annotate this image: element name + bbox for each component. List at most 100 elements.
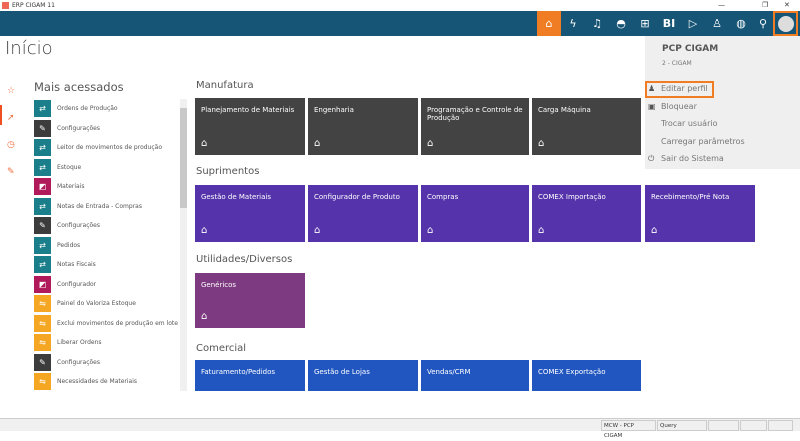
module-tile[interactable]: Compras ⌂	[421, 185, 529, 242]
module-tile[interactable]: COMEX Importação ⌂	[532, 185, 641, 242]
most-accessed-item[interactable]: ⇋ Painel do Valoriza Estoque	[34, 295, 179, 312]
edit-icon: ◩	[34, 178, 51, 195]
module-tile[interactable]: Configurador de Produto ⌂	[308, 185, 418, 242]
tile-label: COMEX Importação	[538, 193, 606, 201]
arrows-icon: ⇄	[34, 256, 51, 273]
top-bar: ⌂ ϟ ♫ ◓ ⊞ BI ▷ ♙ ◍ ⚲	[0, 11, 800, 36]
cigam-logo-icon: ⌂	[314, 225, 321, 236]
module-tile[interactable]: Recebimento/Pré Nota ⌂	[645, 185, 755, 242]
page-title: Início	[5, 38, 53, 59]
status-cell	[740, 420, 767, 431]
maximize-button[interactable]: ❐	[762, 1, 769, 9]
cigam-logo-icon: ⌂	[427, 138, 434, 149]
cigam-logo-icon: ⌂	[201, 138, 208, 149]
play-chat-icon[interactable]: ▷	[688, 17, 698, 30]
cigam-logo-icon: ⌂	[427, 225, 434, 236]
most-accessed-label: Notas Fiscais	[57, 261, 96, 268]
module-tile[interactable]: Gestão de Lojas	[308, 360, 418, 391]
most-accessed-item[interactable]: ◩ Configurador	[34, 275, 179, 293]
star-icon[interactable]: ☆	[7, 86, 16, 96]
section-title: Manufatura	[196, 80, 254, 91]
user-avatar-icon[interactable]	[773, 11, 798, 36]
cursor-icon[interactable]: ➚	[7, 113, 15, 123]
bi-icon[interactable]: BI	[662, 17, 676, 30]
most-accessed-item[interactable]: ⇄ Leitor de movimentos de produção	[34, 139, 179, 156]
rail-selection-indicator	[0, 105, 2, 125]
most-accessed-item[interactable]: ⇋ Exclui movimentos de produção em lote	[34, 314, 179, 332]
most-accessed-item[interactable]: ⇄ Ordens de Produção	[34, 100, 179, 117]
tile-label: Engenharia	[314, 106, 354, 114]
user-menu-item[interactable]: Sair do Sistema	[661, 154, 724, 163]
most-accessed-label: Estoque	[57, 163, 82, 171]
most-accessed-item[interactable]: ✎ Configurações	[34, 119, 179, 137]
status-cell: Query	[657, 420, 707, 431]
most-accessed-label: Necessidades de Materiais	[57, 378, 138, 385]
most-accessed-label: Exclui movimentos de produção em lote	[57, 319, 178, 327]
module-tile[interactable]: Programação e Controle de Produção ⌂	[421, 98, 529, 155]
most-accessed-label: Painel do Valoriza Estoque	[57, 300, 136, 307]
most-accessed-item[interactable]: ⇄ Notas Fiscais	[34, 256, 179, 273]
most-accessed-label: Configurações	[57, 222, 100, 229]
module-tile[interactable]: Engenharia ⌂	[308, 98, 418, 155]
module-tile[interactable]: Faturamento/Pedidos	[195, 360, 305, 391]
close-button[interactable]: ✕	[784, 1, 790, 9]
user-menu: PCP CIGAM 2 - CIGAM	[645, 36, 800, 169]
tile-label: Gestão de Materiais	[201, 193, 271, 201]
graduation-icon[interactable]: ◓	[616, 17, 626, 30]
tile-label: Genéricos	[201, 281, 237, 289]
most-accessed-item[interactable]: ⇋ Necessidades de Materiais	[34, 373, 179, 390]
most-accessed-label: Configurações	[57, 124, 100, 132]
cigam-logo-icon: ⌂	[314, 138, 321, 149]
most-accessed-item[interactable]: ◩ Materiais	[34, 178, 179, 195]
module-tile[interactable]: Genéricos ⌂	[195, 273, 305, 328]
most-accessed-item[interactable]: ⇄ Notas de Entrada - Compras	[34, 197, 179, 215]
most-accessed-item[interactable]: ✎ Configurações	[34, 217, 179, 234]
tile-label: Faturamento/Pedidos	[201, 368, 276, 376]
scrollbar-thumb[interactable]	[180, 108, 187, 208]
swap-icon: ⇋	[34, 373, 51, 390]
title-bar: ERP CIGAM 11 — ❐ ✕	[0, 0, 800, 11]
home-icon[interactable]: ⌂	[537, 11, 561, 36]
module-tile[interactable]: Carga Máquina ⌂	[532, 98, 641, 155]
bell-icon[interactable]: ♫	[592, 17, 602, 30]
minimize-button[interactable]: —	[718, 1, 725, 9]
most-accessed-item[interactable]: ⇄ Estoque	[34, 158, 179, 176]
tile-label: Carga Máquina	[538, 106, 591, 114]
apps-grid-icon[interactable]: ⊞	[640, 17, 650, 30]
most-accessed-label: Leitor de movimentos de produção	[57, 144, 163, 151]
most-accessed-title: Mais acessados	[34, 80, 124, 94]
user-menu-item[interactable]: Editar perfil	[661, 84, 708, 93]
lightning-icon[interactable]: ϟ	[569, 17, 577, 30]
most-accessed-label: Liberar Ordens	[57, 339, 102, 346]
section-title: Suprimentos	[196, 166, 260, 177]
most-accessed-item[interactable]: ✎ Configurações	[34, 353, 179, 371]
window-title: ERP CIGAM 11	[12, 2, 55, 9]
globe-icon[interactable]: ◍	[736, 17, 746, 30]
clock-icon[interactable]: ◷	[7, 140, 15, 150]
user-menu-item[interactable]: Carregar parâmetros	[661, 136, 745, 146]
tile-label: Configurador de Produto	[314, 193, 400, 201]
most-accessed-item[interactable]: ⇋ Liberar Ordens	[34, 334, 179, 351]
search-icon[interactable]: ⚲	[758, 17, 768, 30]
swap-icon: ⇋	[34, 314, 51, 332]
swap-icon: ⇋	[34, 295, 51, 312]
module-tile[interactable]: Gestão de Materiais ⌂	[195, 185, 305, 242]
most-accessed-label: Materiais	[57, 183, 85, 190]
pin-icon[interactable]: ✎	[7, 167, 15, 177]
user-menu-item[interactable]: Bloquear	[661, 101, 697, 111]
section-title: Utilidades/Diversos	[196, 254, 293, 265]
section-title: Comercial	[196, 343, 247, 354]
arrows-icon: ⇄	[34, 100, 51, 117]
most-accessed-item[interactable]: ⇄ Pedidos	[34, 236, 179, 254]
scrollbar[interactable]	[180, 99, 187, 391]
module-tile[interactable]: Planejamento de Materiais ⌂	[195, 98, 305, 155]
user-company: 2 - CIGAM	[662, 60, 692, 67]
arrows-icon: ⇄	[34, 197, 51, 215]
support-icon[interactable]: ♙	[712, 17, 722, 30]
module-tile[interactable]: COMEX Exportação	[532, 360, 641, 391]
arrows-icon: ⇄	[34, 139, 51, 156]
wrench-icon: ✎	[34, 353, 51, 371]
module-tile[interactable]: Vendas/CRM	[421, 360, 529, 391]
user-menu-item[interactable]: Trocar usuário	[661, 119, 718, 128]
tile-label: Gestão de Lojas	[314, 368, 370, 376]
